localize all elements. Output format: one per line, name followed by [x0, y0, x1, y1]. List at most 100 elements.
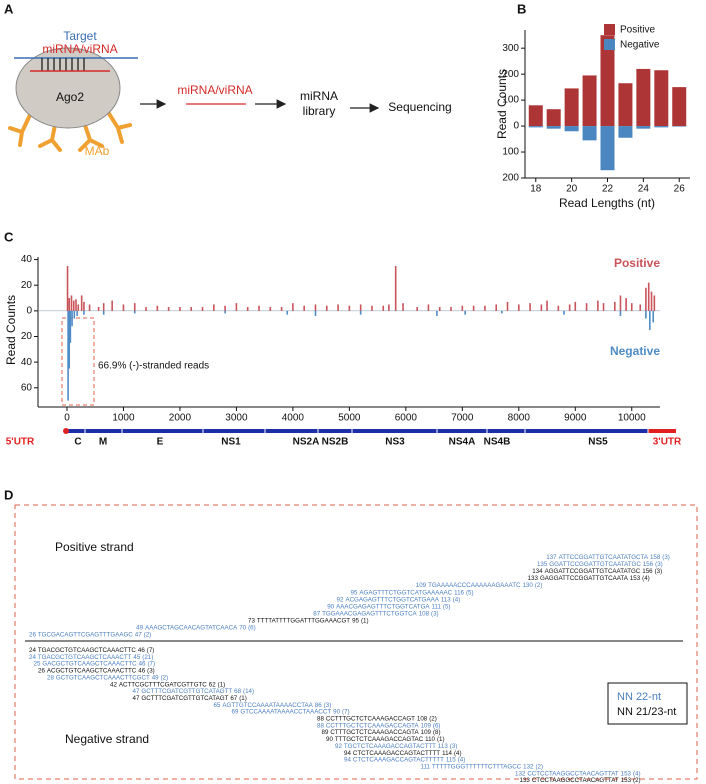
bar — [484, 305, 486, 311]
read-count: (3) — [655, 561, 663, 568]
read-line: 95 AGAGTTTCTGGTCATGAAAAAC 116 (5) — [351, 589, 474, 596]
read-sequence: TGAAAAACCCAAAAAAGAAATC — [428, 582, 521, 589]
bar — [72, 300, 75, 311]
read-start: 47 — [133, 688, 140, 695]
read-end: 130 — [522, 582, 533, 589]
utr-dot — [63, 428, 69, 434]
y-tick-label: 100 — [502, 95, 519, 106]
read-start: 26 — [29, 631, 36, 638]
read-sequence: CTCCTAAGGCCTAACAGTTAT — [532, 777, 619, 784]
base-pairs — [41, 58, 85, 71]
read-count: (1) — [239, 695, 247, 702]
read-end: 110 — [425, 736, 435, 743]
read-end: 153 — [630, 575, 641, 582]
read-line: 132 CCTCCTAAGGCCTAACAGTTAT 153 (4) — [515, 770, 641, 777]
read-count: (5) — [443, 603, 451, 610]
read-start: 133 — [528, 575, 539, 582]
read-count: (7) — [147, 660, 155, 667]
read-end: 90 — [333, 708, 340, 715]
read-sequence: GACGCTGTCAAGCTCAAACTTC — [42, 660, 137, 667]
read-sequence: AGTTGTCCAAAATAAAACCTAA — [222, 701, 313, 708]
read-line: 133 CTCCTAAGGCCTAACAGTTAT 153 (2) — [520, 777, 641, 784]
bar — [546, 109, 561, 127]
read-end: 132 — [523, 763, 534, 770]
read-end: 46 — [138, 647, 145, 654]
legend-label: NN 21/23-nt — [617, 706, 676, 718]
x-axis-label: Read Lengths (nt) — [559, 196, 655, 210]
bar — [619, 310, 622, 316]
y-tick-label: 200 — [502, 69, 519, 80]
panel-label: A — [4, 1, 14, 16]
genome-region: NS5 — [588, 437, 608, 448]
genome-region: 3'UTR — [653, 437, 682, 448]
read-count: (2) — [161, 674, 169, 681]
bar — [600, 126, 615, 171]
read-count: (7) — [147, 647, 155, 654]
read-count: (1) — [218, 681, 226, 688]
bar — [564, 88, 579, 127]
read-sequence: AAACGAGAGTTTCTGGTCATGA — [336, 603, 430, 610]
read-line: 92 ACGAGAGTTTCTGGTCATGAAA 113 (4) — [337, 596, 461, 603]
read-start: 135 — [537, 561, 548, 568]
bar — [528, 105, 543, 127]
x-tick-label: 8000 — [508, 413, 531, 424]
bar — [70, 295, 73, 311]
read-end: 70 — [239, 624, 246, 631]
ago2-shape — [15, 47, 121, 129]
read-sequence: TTTGCTCTCAAAGACCAGTAC — [335, 736, 424, 743]
read-start: 88 — [317, 715, 324, 722]
read-sequence: AGAGTTTCTGGTCATGAAAAAC — [359, 589, 452, 596]
read-sequence: AAAGCTAGCAACAGTATCAACA — [145, 624, 238, 631]
x-tick-label: 0 — [64, 413, 70, 424]
read-end: 109 — [421, 722, 432, 729]
read-end: 156 — [643, 561, 654, 568]
read-line: 47 GCTTTCGATCGTTGTCATAGTT 68 (14) — [133, 688, 255, 695]
read-start: 28 — [47, 674, 54, 681]
read-count: (8) — [433, 729, 441, 736]
read-end: 47 — [135, 631, 142, 638]
bar — [68, 298, 71, 311]
x-tick-label: 2000 — [169, 413, 192, 424]
read-start: 94 — [344, 749, 351, 756]
genome-region: NS3 — [385, 437, 405, 448]
read-line: 73 TTTTATTTTGGATTTGGAAACGT 95 (1) — [248, 617, 369, 624]
read-start: 69 — [232, 708, 239, 715]
frame — [14, 504, 698, 780]
read-line: 134 AGGATTCCGGATTGTCAATATGC 156 (3) — [532, 568, 662, 575]
bar — [540, 304, 543, 311]
genome-region: 5'UTR — [6, 437, 35, 448]
read-start: 24 — [29, 647, 36, 654]
bar — [647, 282, 650, 311]
read-end: 109 — [421, 729, 432, 736]
bar — [83, 310, 85, 315]
bar — [636, 68, 651, 127]
read-line: 88 CCTTTGCTCTCAAAGACCAGTA 109 (6) — [317, 722, 440, 729]
bar — [585, 303, 588, 311]
bar — [71, 310, 73, 327]
rna-label: miRNA/viRNA — [177, 83, 252, 97]
read-line: 88 CCTTTGCTCTCAAAGACCAGT 108 (2) — [317, 715, 437, 722]
read-count: (6) — [248, 624, 256, 631]
bar — [314, 310, 317, 316]
read-count: (2) — [535, 763, 543, 770]
read-end: 45 — [133, 653, 140, 660]
read-line: 87 TGGAAACGAGAGTTTCTGGTCA 108 (3) — [313, 610, 438, 617]
read-start: 25 — [34, 660, 41, 667]
read-start: 133 — [520, 777, 531, 784]
bar — [303, 305, 305, 311]
read-end: 108 — [419, 610, 430, 617]
bar — [122, 304, 125, 311]
bar — [618, 83, 633, 127]
bar — [394, 265, 397, 311]
x-tick-label: 18 — [530, 184, 542, 195]
read-start: 26 — [38, 667, 45, 674]
legend-label: Negative — [610, 344, 660, 358]
x-tick-label: 9000 — [564, 413, 587, 424]
bar — [506, 301, 509, 311]
read-end: 115 — [446, 756, 456, 763]
bar — [557, 305, 560, 311]
legend-swatch — [604, 24, 615, 35]
genome-region: NS4B — [484, 437, 511, 448]
